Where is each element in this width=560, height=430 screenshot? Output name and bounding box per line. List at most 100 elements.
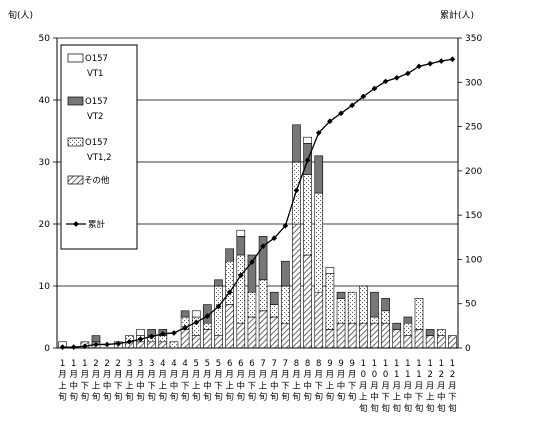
category-label-char: 下 — [81, 381, 90, 391]
category-label-char: 月 — [404, 381, 413, 391]
category-label-char: 3 — [127, 359, 132, 369]
category-label-char: 7 — [283, 359, 288, 369]
bar-segment — [292, 223, 301, 349]
category-label-char: 上 — [292, 381, 301, 391]
category-label-char: 下 — [181, 381, 190, 391]
category-label-char: 月 — [270, 370, 279, 380]
right-tick-label: 250 — [465, 123, 482, 133]
category-label-char: 2 — [450, 370, 455, 380]
bar-segment — [269, 316, 279, 349]
cumulative-point — [327, 118, 333, 125]
category-label-char: 下 — [448, 393, 457, 403]
category-label-char: 上 — [426, 393, 435, 403]
bar-segment — [336, 291, 346, 299]
cumulative-point — [449, 56, 456, 63]
category-label-char: 下 — [114, 381, 123, 391]
left-axis-title: 旬(人) — [8, 9, 33, 21]
category-label-char: 1 — [405, 359, 410, 369]
bar-segment — [403, 322, 413, 336]
category-label-char: 月 — [147, 370, 156, 380]
cumulative-point — [249, 259, 255, 265]
category-label-char: 中 — [437, 392, 446, 403]
cumulative-point — [349, 102, 356, 109]
category-label-char: 月 — [326, 370, 335, 380]
bar-segment — [381, 298, 390, 312]
category-label-char: 月 — [203, 370, 212, 380]
category-label-char: 1 — [394, 370, 399, 380]
bar-segment — [370, 316, 379, 324]
category-label-char: 月 — [392, 381, 401, 391]
category-label-char: 1 — [60, 359, 65, 369]
category-label-char: 旬 — [147, 392, 156, 403]
category-label-char: 旬 — [326, 392, 335, 403]
cumulative-point — [438, 58, 445, 64]
category-label-char: 9 — [338, 359, 343, 369]
bar-segment — [269, 291, 279, 305]
bar-segment — [225, 248, 234, 262]
category-label-char: 月 — [448, 381, 457, 391]
category-label-char: 月 — [103, 370, 112, 380]
category-label-char: 中 — [170, 380, 179, 391]
category-label-char: 1 — [82, 359, 87, 369]
bar-segment — [359, 322, 368, 349]
category-label-char: 旬 — [448, 403, 457, 414]
bar-segment — [225, 260, 234, 305]
bar-segment — [392, 329, 402, 349]
category-label-char: 旬 — [159, 392, 168, 403]
category-label-char: 月 — [315, 370, 324, 380]
bar-segment — [325, 273, 335, 330]
bar-segment — [414, 329, 424, 349]
bar-segment — [347, 291, 357, 324]
bar-segment — [303, 174, 312, 256]
category-label-char: 9 — [349, 359, 354, 369]
cumulative-point — [405, 70, 411, 77]
bar-segment — [236, 236, 246, 256]
bar-segment — [258, 279, 268, 312]
category-label-char: 旬 — [348, 392, 357, 403]
cumulative-point — [338, 110, 344, 117]
bar-segment — [269, 304, 279, 318]
bar-segment — [214, 285, 223, 336]
bar-segment — [247, 316, 257, 349]
cumulative-point — [382, 78, 389, 85]
cumulative-point — [282, 222, 289, 229]
category-label-char: 月 — [69, 370, 78, 380]
category-label-char: 旬 — [114, 392, 123, 403]
category-label-char: 下 — [214, 381, 223, 391]
cumulative-point — [304, 157, 311, 164]
cumulative-point — [148, 333, 155, 340]
legend-line-marker — [73, 221, 79, 227]
left-tick-label: 30 — [39, 158, 51, 168]
legend-swatch — [67, 96, 84, 106]
category-label-char: 2 — [104, 359, 109, 369]
category-label-char: 月 — [381, 381, 390, 391]
category-label-char: 旬 — [237, 392, 246, 403]
bar-segment — [359, 285, 368, 324]
bar-segment — [281, 285, 290, 324]
legend-label: 累計 — [88, 219, 106, 230]
category-label-char: 1 — [427, 359, 432, 369]
cumulative-point — [237, 272, 244, 279]
category-label-char: 5 — [194, 359, 199, 369]
category-label-char: 旬 — [270, 392, 279, 403]
category-label-char: 3 — [138, 359, 143, 369]
category-label-char: 中 — [370, 392, 379, 403]
category-label-char: 月 — [292, 370, 301, 380]
category-label-char: 旬 — [303, 392, 312, 403]
category-label-char: 1 — [439, 359, 444, 369]
legend-label: その他 — [84, 175, 110, 186]
category-label-char: 2 — [427, 370, 432, 380]
category-label-char: 0 — [383, 370, 388, 380]
